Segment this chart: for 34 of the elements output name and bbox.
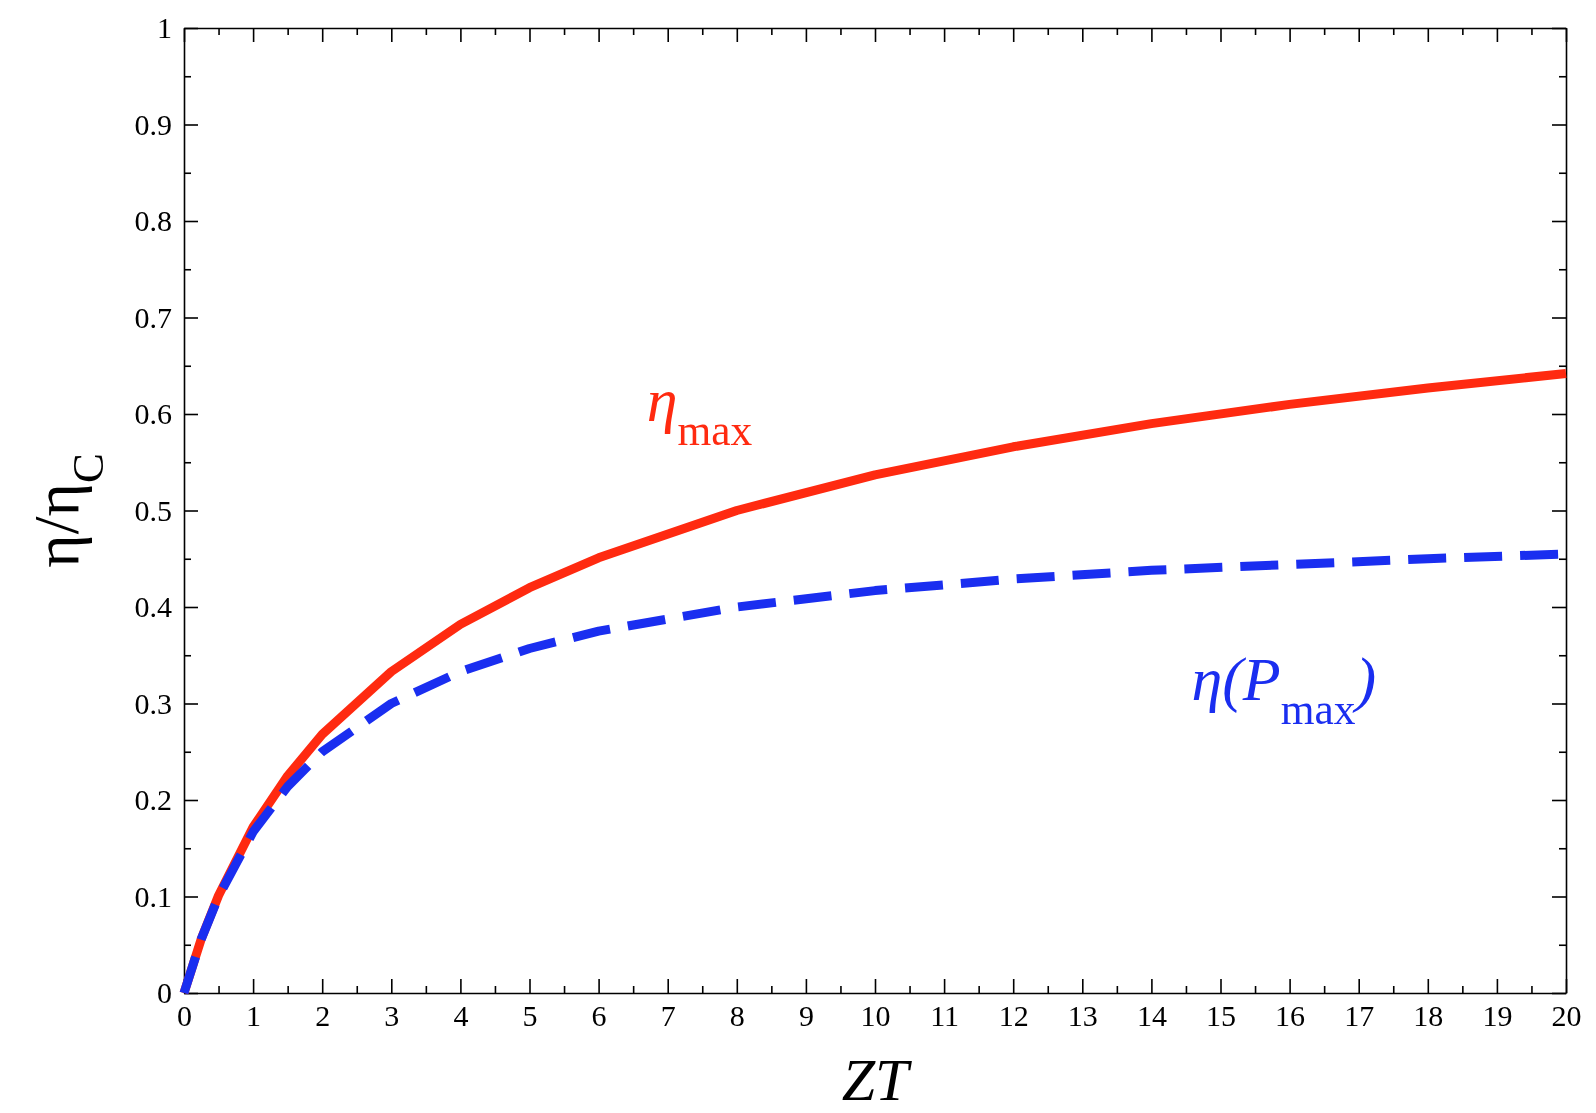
y-tick-label: 0.9 [134, 107, 172, 141]
x-tick-label: 9 [798, 999, 814, 1033]
y-tick-label: 1 [157, 11, 172, 45]
x-tick-label: 18 [1413, 999, 1444, 1033]
x-tick-label: 6 [591, 999, 607, 1033]
y-tick-label: 0.4 [134, 590, 172, 624]
y-tick-label: 0.7 [134, 300, 172, 334]
x-tick-label: 16 [1275, 999, 1306, 1033]
x-tick-label: 17 [1344, 999, 1375, 1033]
y-tick-label: 0.5 [134, 493, 172, 527]
y-tick-label: 0.8 [134, 204, 172, 238]
x-tick-label: 2 [315, 999, 331, 1033]
x-tick-label: 1 [246, 999, 262, 1033]
y-tick-label: 0.2 [134, 783, 172, 817]
y-tick-label: 0.1 [134, 879, 172, 913]
x-tick-label: 15 [1206, 999, 1236, 1033]
x-tick-label: 10 [860, 999, 891, 1033]
y-tick-label: 0.3 [134, 686, 172, 720]
x-tick-label: 13 [1067, 999, 1098, 1033]
x-tick-label: 7 [660, 999, 676, 1033]
x-tick-label: 4 [453, 999, 469, 1033]
x-tick-label: 8 [729, 999, 745, 1033]
y-tick-label: 0.6 [134, 397, 172, 431]
x-tick-label: 11 [930, 999, 960, 1033]
x-tick-label: 14 [1136, 999, 1167, 1033]
x-tick-label: 20 [1551, 999, 1582, 1033]
series-label: η$_{max}$ [646, 365, 753, 454]
x-tick-label: 12 [998, 999, 1029, 1033]
x-tick-label: 3 [384, 999, 400, 1033]
x-tick-label: 5 [522, 999, 538, 1033]
x-axis-title: ZT [841, 1047, 912, 1113]
x-tick-label: 19 [1482, 999, 1513, 1033]
series-label: η(P$_{max}$) [1191, 645, 1377, 734]
y-tick-label: 0 [157, 976, 172, 1010]
